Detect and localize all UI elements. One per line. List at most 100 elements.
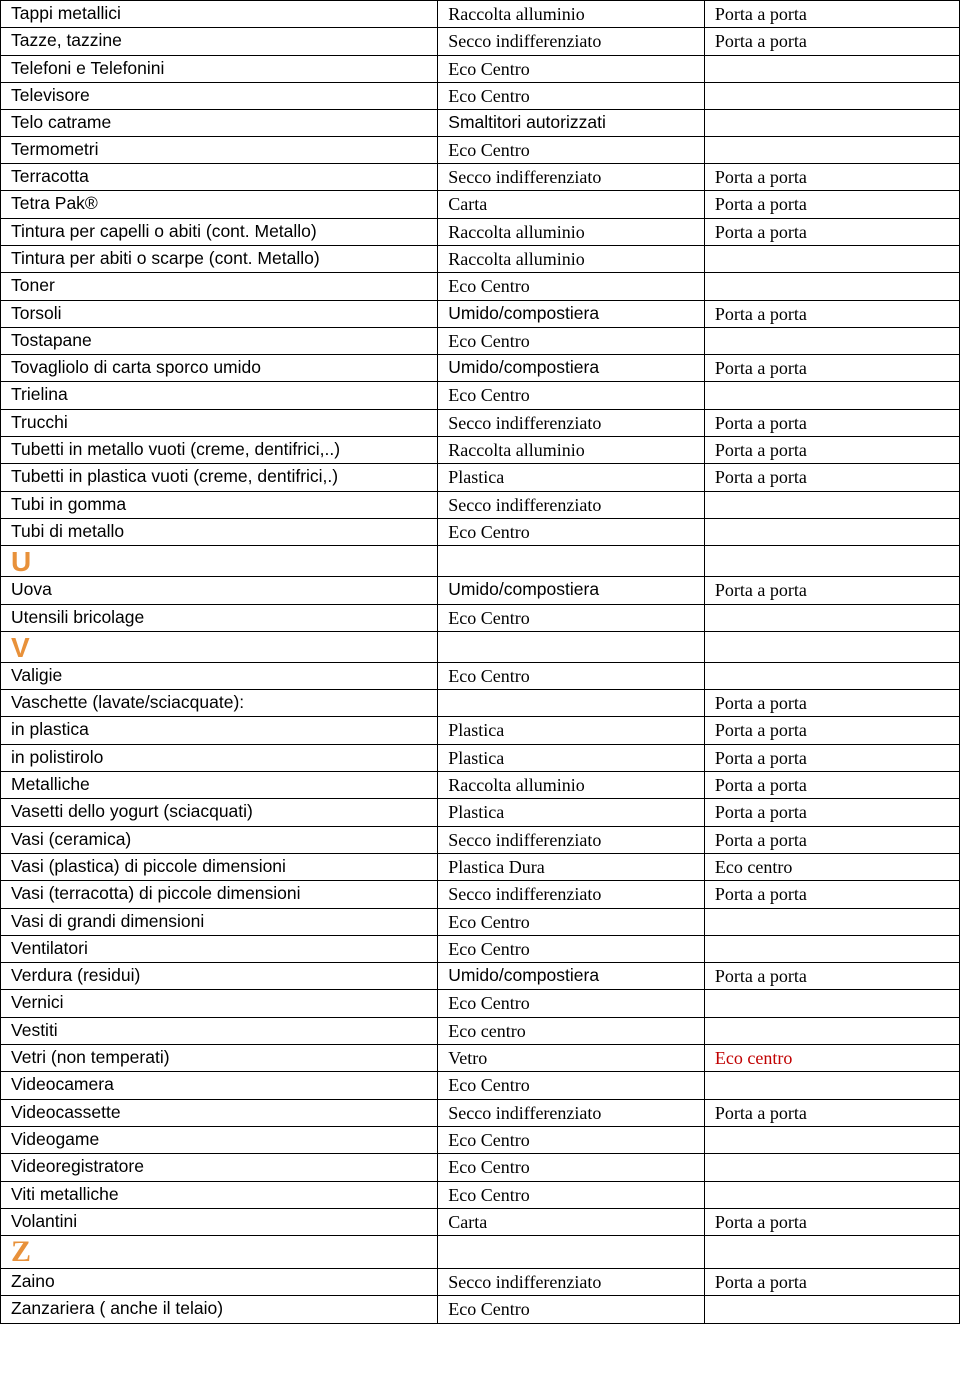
collection-mode: Porta a porta: [704, 300, 959, 327]
table-row: VerniciEco Centro: [1, 990, 960, 1017]
table-row: V: [1, 631, 960, 662]
item-name: Vetri (non temperati): [1, 1045, 438, 1072]
table-row: Vetri (non temperati)VetroEco centro: [1, 1045, 960, 1072]
item-name: Vasi di grandi dimensioni: [1, 908, 438, 935]
empty-cell: [438, 546, 705, 577]
collection-mode: Porta a porta: [704, 690, 959, 717]
collection-mode: [704, 1017, 959, 1044]
item-name: Vasi (terracotta) di piccole dimensioni: [1, 881, 438, 908]
collection-mode: [704, 273, 959, 300]
disposal-method: Eco Centro: [438, 990, 705, 1017]
disposal-method: Carta: [438, 1208, 705, 1235]
item-name: Zanzariera ( anche il telaio): [1, 1296, 438, 1323]
table-row: Verdura (residui)Umido/compostieraPorta …: [1, 963, 960, 990]
empty-cell: [704, 1236, 959, 1269]
collection-mode: [704, 246, 959, 273]
collection-mode: [704, 662, 959, 689]
item-name: Zaino: [1, 1269, 438, 1296]
disposal-method: Umido/compostiera: [438, 577, 705, 604]
table-row: Vasetti dello yogurt (sciacquati)Plastic…: [1, 799, 960, 826]
item-name: Terracotta: [1, 164, 438, 191]
item-name: Tovagliolo di carta sporco umido: [1, 355, 438, 382]
item-name: Videocassette: [1, 1099, 438, 1126]
collection-mode: Porta a porta: [704, 218, 959, 245]
collection-mode: Porta a porta: [704, 1099, 959, 1126]
collection-mode: [704, 1154, 959, 1181]
empty-cell: [438, 631, 705, 662]
collection-mode: [704, 327, 959, 354]
table-row: Tubetti in plastica vuoti (creme, dentif…: [1, 464, 960, 491]
table-row: Tazze, tazzineSecco indifferenziatoPorta…: [1, 28, 960, 55]
table-row: TermometriEco Centro: [1, 136, 960, 163]
collection-mode: Porta a porta: [704, 799, 959, 826]
item-name: Televisore: [1, 82, 438, 109]
table-row: Vasi (plastica) di piccole dimensioniPla…: [1, 853, 960, 880]
table-row: VentilatoriEco Centro: [1, 935, 960, 962]
disposal-method: Secco indifferenziato: [438, 409, 705, 436]
collection-mode: Porta a porta: [704, 464, 959, 491]
item-name: Vaschette (lavate/sciacquate):: [1, 690, 438, 717]
item-name: Tostapane: [1, 327, 438, 354]
disposal-method: Eco Centro: [438, 136, 705, 163]
collection-mode: [704, 1072, 959, 1099]
item-name: Trielina: [1, 382, 438, 409]
collection-mode: [704, 110, 959, 137]
empty-cell: [704, 546, 959, 577]
disposal-method: Vetro: [438, 1045, 705, 1072]
table-row: TerracottaSecco indifferenziatoPorta a p…: [1, 164, 960, 191]
item-name: Ventilatori: [1, 935, 438, 962]
collection-mode: Porta a porta: [704, 717, 959, 744]
table-row: VideocassetteSecco indifferenziatoPorta …: [1, 1099, 960, 1126]
disposal-method: Eco Centro: [438, 82, 705, 109]
disposal-method: Eco Centro: [438, 327, 705, 354]
section-header: U: [1, 546, 438, 577]
item-name: Tazze, tazzine: [1, 28, 438, 55]
disposal-method: Umido/compostiera: [438, 355, 705, 382]
item-name: Tubi di metallo: [1, 518, 438, 545]
disposal-method: Plastica: [438, 744, 705, 771]
disposal-method: Umido/compostiera: [438, 300, 705, 327]
item-name: Tubi in gomma: [1, 491, 438, 518]
disposal-method: Eco Centro: [438, 908, 705, 935]
table-row: Vaschette (lavate/sciacquate): Porta a po…: [1, 690, 960, 717]
table-row: MetallicheRaccolta alluminioPorta a port…: [1, 772, 960, 799]
table-row: Tovagliolo di carta sporco umidoUmido/co…: [1, 355, 960, 382]
disposal-method: Raccolta alluminio: [438, 437, 705, 464]
table-row: U: [1, 546, 960, 577]
table-row: Tubetti in metallo vuoti (creme, dentifr…: [1, 437, 960, 464]
disposal-method: Eco Centro: [438, 273, 705, 300]
table-body: Tappi metalliciRaccolta alluminioPorta a…: [1, 1, 960, 1324]
item-name: Vasi (ceramica): [1, 826, 438, 853]
table-row: Tubi in gommaSecco indifferenziato: [1, 491, 960, 518]
collection-mode: Eco centro: [704, 1045, 959, 1072]
item-name: Verdura (residui): [1, 963, 438, 990]
item-name: Metalliche: [1, 772, 438, 799]
section-header: Z: [1, 1236, 438, 1269]
collection-mode: [704, 604, 959, 631]
disposal-method: Eco Centro: [438, 1296, 705, 1323]
disposal-method: Carta: [438, 191, 705, 218]
table-row: Tintura per abiti o scarpe (cont. Metall…: [1, 246, 960, 273]
collection-mode: [704, 82, 959, 109]
disposal-method: Eco Centro: [438, 55, 705, 82]
disposal-method: Plastica: [438, 717, 705, 744]
disposal-method: Raccolta alluminio: [438, 1, 705, 28]
disposal-method: Eco Centro: [438, 662, 705, 689]
table-row: Viti metallicheEco Centro: [1, 1181, 960, 1208]
collection-mode: [704, 518, 959, 545]
table-row: in polistiroloPlasticaPorta a porta: [1, 744, 960, 771]
disposal-method: Secco indifferenziato: [438, 826, 705, 853]
disposal-method: Secco indifferenziato: [438, 28, 705, 55]
table-row: TelevisoreEco Centro: [1, 82, 960, 109]
table-row: VolantiniCartaPorta a porta: [1, 1208, 960, 1235]
disposal-method: Plastica: [438, 464, 705, 491]
disposal-method: Plastica: [438, 799, 705, 826]
item-name: in polistirolo: [1, 744, 438, 771]
disposal-method: Secco indifferenziato: [438, 491, 705, 518]
item-name: Tetra Pak®: [1, 191, 438, 218]
collection-mode: Porta a porta: [704, 409, 959, 436]
collection-mode: [704, 1296, 959, 1323]
table-row: TonerEco Centro: [1, 273, 960, 300]
collection-mode: Porta a porta: [704, 28, 959, 55]
collection-mode: Porta a porta: [704, 1, 959, 28]
